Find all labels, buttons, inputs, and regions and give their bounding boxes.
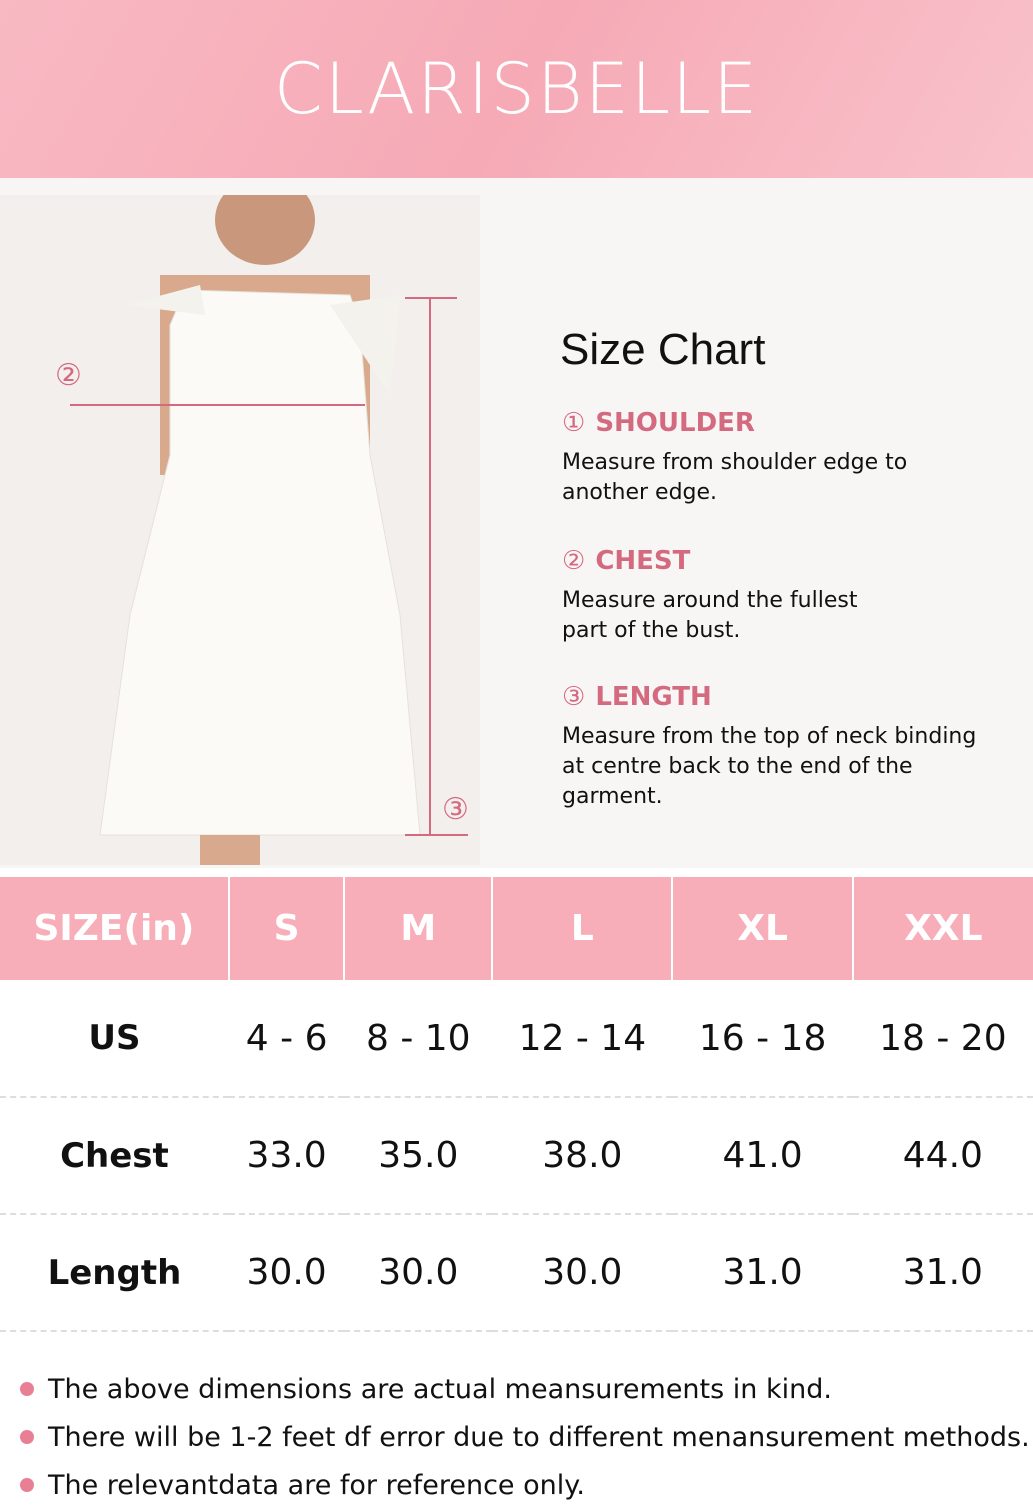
- section-number: ③: [562, 682, 586, 712]
- table-row: Chest 33.0 35.0 38.0 41.0 44.0: [0, 1097, 1033, 1215]
- cell: 31.0: [852, 1214, 1033, 1332]
- note-item: The above dimensions are actual meansure…: [20, 1365, 1030, 1413]
- cell: 44.0: [852, 1097, 1033, 1215]
- row-label: US: [0, 980, 229, 1098]
- table-header-row: SIZE(in) S M L XL XXL: [0, 877, 1033, 980]
- header-cell: L: [491, 877, 673, 980]
- cell: 4 - 6: [228, 980, 345, 1098]
- header-cell: XXL: [851, 877, 1033, 980]
- header-cell: S: [227, 877, 345, 980]
- row-label: Chest: [0, 1097, 229, 1215]
- page-title: Size Chart: [560, 325, 766, 374]
- cell: 16 - 18: [672, 980, 853, 1098]
- bullet-icon: [20, 1382, 34, 1396]
- cell: 35.0: [344, 1097, 493, 1215]
- section-chest: ② CHEST Measure around the fullest part o…: [562, 546, 1022, 646]
- section-number: ①: [562, 408, 586, 438]
- chest-marker: ②: [55, 358, 82, 393]
- note-text: There will be 1-2 feet df error due to d…: [48, 1421, 1030, 1453]
- row-label: Length: [0, 1214, 229, 1332]
- note-item: There will be 1-2 feet df error due to d…: [20, 1413, 1030, 1461]
- header-cell: M: [343, 877, 493, 980]
- measure-lines: [70, 297, 468, 836]
- section-length: ③ LENGTH Measure from the top of neck bin…: [562, 682, 1022, 812]
- brand-logo: CLARISBELLE: [273, 48, 760, 130]
- table-row: Length 30.0 30.0 30.0 31.0 31.0: [0, 1214, 1033, 1332]
- note-item: The relevantdata are for reference only.: [20, 1461, 1030, 1509]
- cell: 8 - 10: [344, 980, 493, 1098]
- cell: 38.0: [492, 1097, 673, 1215]
- cell: 33.0: [228, 1097, 345, 1215]
- section-desc: Measure from the top of neck binding at …: [562, 724, 977, 809]
- cell: 30.0: [228, 1214, 345, 1332]
- note-text: The relevantdata are for reference only.: [48, 1469, 585, 1501]
- bullet-icon: [20, 1430, 34, 1444]
- notes-list: The above dimensions are actual meansure…: [20, 1365, 1030, 1509]
- section-name: SHOULDER: [595, 408, 755, 438]
- section-desc: Measure around the fullest part of the b…: [562, 588, 858, 643]
- brand-header: CLARISBELLE: [0, 0, 1033, 178]
- section-name: CHEST: [595, 546, 691, 576]
- dress-photo: [0, 195, 480, 865]
- cell: 12 - 14: [492, 980, 673, 1098]
- section-desc: Measure from shoulder edge to another ed…: [562, 450, 908, 505]
- section-shoulder: ① SHOULDER Measure from shoulder edge to …: [562, 408, 1022, 508]
- header-cell: SIZE(in): [0, 877, 229, 980]
- length-marker: ③: [442, 792, 469, 827]
- table-row: US 4 - 6 8 - 10 12 - 14 16 - 18 18 - 20: [0, 980, 1033, 1098]
- section-name: LENGTH: [595, 682, 712, 712]
- size-table: SIZE(in) S M L XL XXL US 4 - 6 8 - 10 12…: [0, 877, 1033, 1332]
- section-number: ②: [562, 546, 586, 576]
- cell: 18 - 20: [852, 980, 1033, 1098]
- bullet-icon: [20, 1478, 34, 1492]
- note-text: The above dimensions are actual meansure…: [48, 1373, 832, 1405]
- cell: 30.0: [492, 1214, 673, 1332]
- header-cell: XL: [671, 877, 853, 980]
- cell: 31.0: [672, 1214, 853, 1332]
- cell: 30.0: [344, 1214, 493, 1332]
- cell: 41.0: [672, 1097, 853, 1215]
